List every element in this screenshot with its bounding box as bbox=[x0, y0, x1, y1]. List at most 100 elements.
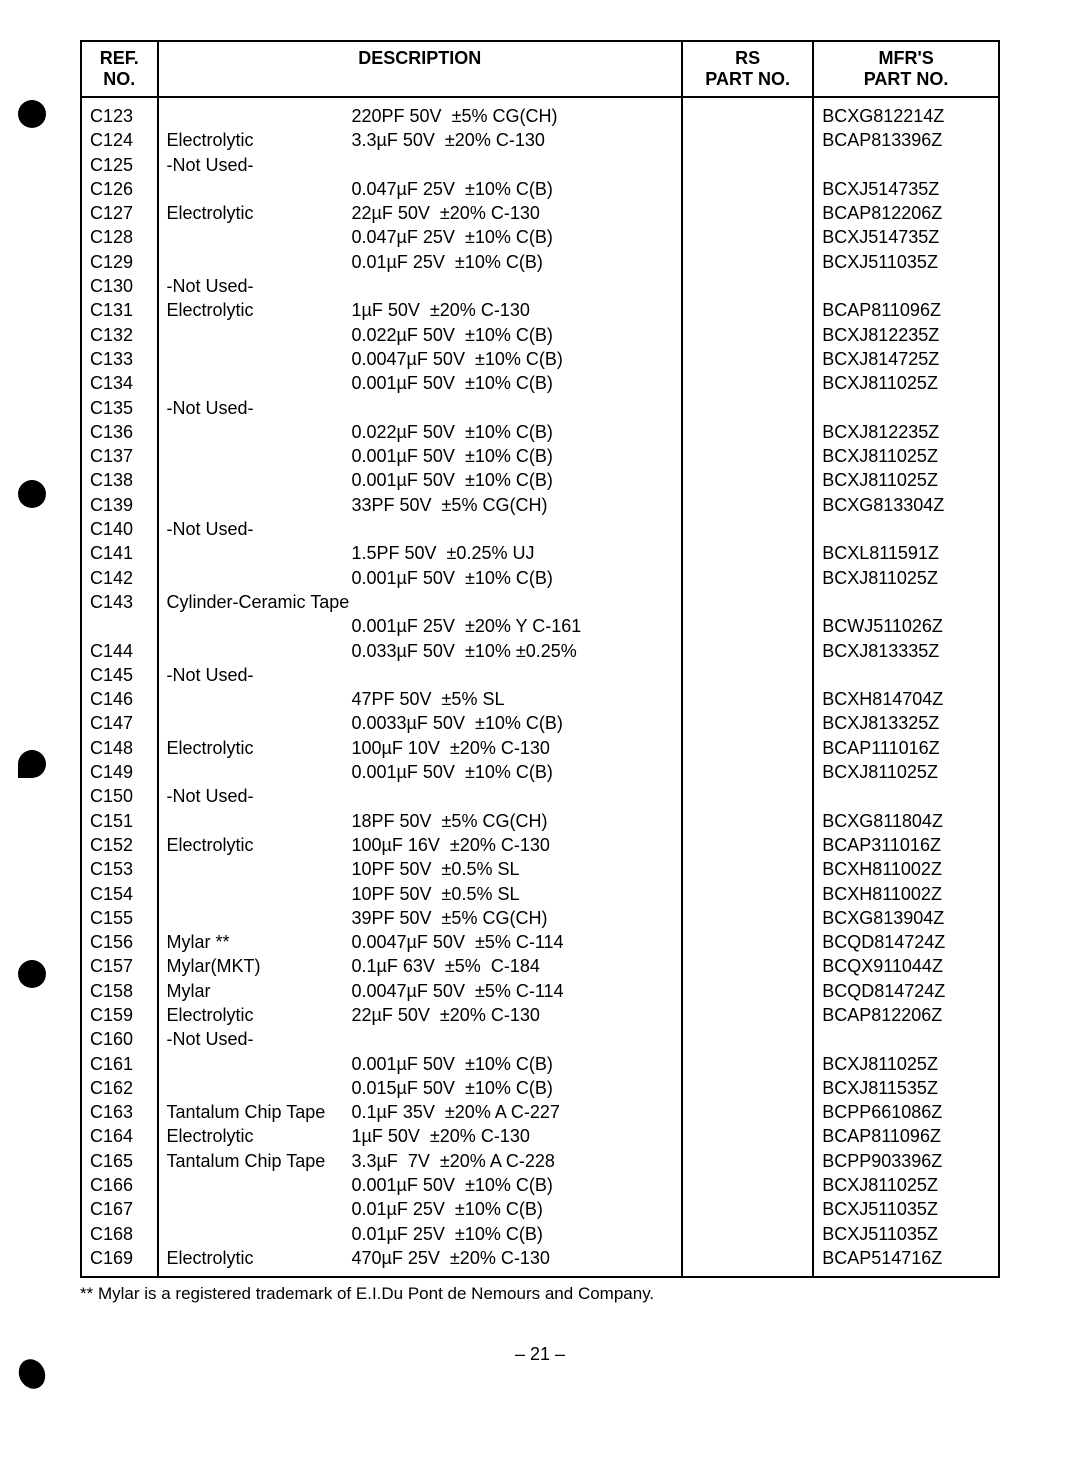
rs-part bbox=[691, 687, 804, 711]
mfr-part: BCAP811096Z bbox=[822, 1124, 990, 1148]
ref-no: C163 bbox=[90, 1100, 149, 1124]
mfr-part: BCWJ511026Z bbox=[822, 614, 990, 638]
description-row: -Not Used- bbox=[167, 396, 674, 420]
mfr-part: BCXJ813325Z bbox=[822, 711, 990, 735]
rs-part bbox=[691, 371, 804, 395]
mfr-part: BCXJ813335Z bbox=[822, 639, 990, 663]
page-number: – 21 – bbox=[60, 1344, 1020, 1365]
mfr-part: BCAP514716Z bbox=[822, 1246, 990, 1270]
description-row: 0.001µF 50V ±10% C(B) bbox=[167, 444, 674, 468]
mfr-part: BCAP311016Z bbox=[822, 833, 990, 857]
description-row: Electrolytic1µF 50V ±20% C-130 bbox=[167, 1124, 674, 1148]
ref-no: C148 bbox=[90, 736, 149, 760]
ref-no: C169 bbox=[90, 1246, 149, 1270]
ref-no: C142 bbox=[90, 566, 149, 590]
ref-no bbox=[90, 614, 149, 638]
mfr-part: BCXJ812235Z bbox=[822, 420, 990, 444]
header-rs: RS PART NO. bbox=[682, 41, 813, 97]
rs-part bbox=[691, 784, 804, 808]
mfr-part: BCQD814724Z bbox=[822, 930, 990, 954]
mfr-part bbox=[822, 663, 990, 687]
ref-no: C166 bbox=[90, 1173, 149, 1197]
rs-part bbox=[691, 1173, 804, 1197]
rs-part bbox=[691, 663, 804, 687]
mfr-part: BCXG813304Z bbox=[822, 493, 990, 517]
description-row: 1.5PF 50V ±0.25% UJ bbox=[167, 541, 674, 565]
ref-no: C135 bbox=[90, 396, 149, 420]
description-row: Mylar **0.0047µF 50V ±5% C-114 bbox=[167, 930, 674, 954]
mfr-part: BCXG812214Z bbox=[822, 104, 990, 128]
mfr-part bbox=[822, 590, 990, 614]
mfr-part: BCXH811002Z bbox=[822, 882, 990, 906]
mfr-part: BCXH814704Z bbox=[822, 687, 990, 711]
description-row: 0.001µF 25V ±20% Y C-161 bbox=[167, 614, 674, 638]
ref-no: C124 bbox=[90, 128, 149, 152]
description-row: -Not Used- bbox=[167, 1027, 674, 1051]
rs-part bbox=[691, 954, 804, 978]
description-row: -Not Used- bbox=[167, 784, 674, 808]
description-row: -Not Used- bbox=[167, 517, 674, 541]
description-row: 10PF 50V ±0.5% SL bbox=[167, 882, 674, 906]
rs-part bbox=[691, 1124, 804, 1148]
ref-no: C141 bbox=[90, 541, 149, 565]
rs-part bbox=[691, 857, 804, 881]
mfr-part: BCXJ811025Z bbox=[822, 760, 990, 784]
mfr-part bbox=[822, 1027, 990, 1051]
mfr-part: BCXH811002Z bbox=[822, 857, 990, 881]
ref-no: C137 bbox=[90, 444, 149, 468]
rs-part bbox=[691, 1100, 804, 1124]
mfr-part: BCXL811591Z bbox=[822, 541, 990, 565]
ref-no: C138 bbox=[90, 468, 149, 492]
mfr-part bbox=[822, 274, 990, 298]
description-row: 0.022µF 50V ±10% C(B) bbox=[167, 323, 674, 347]
rs-part bbox=[691, 711, 804, 735]
ref-no: C159 bbox=[90, 1003, 149, 1027]
description-row: Electrolytic100µF 10V ±20% C-130 bbox=[167, 736, 674, 760]
mfr-part bbox=[822, 153, 990, 177]
rs-part bbox=[691, 298, 804, 322]
rs-part bbox=[691, 1003, 804, 1027]
mfr-part: BCXJ514735Z bbox=[822, 177, 990, 201]
mfr-part: BCXJ814725Z bbox=[822, 347, 990, 371]
mfr-part: BCXJ811025Z bbox=[822, 468, 990, 492]
parts-table: REF. NO. DESCRIPTION RS PART NO. MFR'S P… bbox=[80, 40, 1000, 1278]
ref-no: C149 bbox=[90, 760, 149, 784]
ref-no: C157 bbox=[90, 954, 149, 978]
ref-no: C143 bbox=[90, 590, 149, 614]
mfr-part: BCAP813396Z bbox=[822, 128, 990, 152]
mfr-part: BCQD814724Z bbox=[822, 979, 990, 1003]
rs-part bbox=[691, 225, 804, 249]
ref-no: C154 bbox=[90, 882, 149, 906]
mfr-part: BCAP812206Z bbox=[822, 201, 990, 225]
rs-part bbox=[691, 493, 804, 517]
description-row: 0.001µF 50V ±10% C(B) bbox=[167, 468, 674, 492]
description-row: Electrolytic470µF 25V ±20% C-130 bbox=[167, 1246, 674, 1270]
ref-no: C130 bbox=[90, 274, 149, 298]
mfr-part: BCXG813904Z bbox=[822, 906, 990, 930]
rs-part bbox=[691, 250, 804, 274]
rs-part bbox=[691, 1197, 804, 1221]
description-row: 0.001µF 50V ±10% C(B) bbox=[167, 1052, 674, 1076]
ref-no: C126 bbox=[90, 177, 149, 201]
description-row: 0.047µF 25V ±10% C(B) bbox=[167, 177, 674, 201]
description-row: -Not Used- bbox=[167, 153, 674, 177]
description-row: Electrolytic100µF 16V ±20% C-130 bbox=[167, 833, 674, 857]
description-row: 18PF 50V ±5% CG(CH) bbox=[167, 809, 674, 833]
description-row: 0.0047µF 50V ±10% C(B) bbox=[167, 347, 674, 371]
ref-no: C136 bbox=[90, 420, 149, 444]
rs-part bbox=[691, 882, 804, 906]
mfr-part: BCXJ811025Z bbox=[822, 566, 990, 590]
header-ref: REF. NO. bbox=[81, 41, 158, 97]
rs-part bbox=[691, 444, 804, 468]
mfr-part: BCXJ811025Z bbox=[822, 1052, 990, 1076]
ref-no: C144 bbox=[90, 639, 149, 663]
description-row: 0.022µF 50V ±10% C(B) bbox=[167, 420, 674, 444]
ref-no: C132 bbox=[90, 323, 149, 347]
description-row: 10PF 50V ±0.5% SL bbox=[167, 857, 674, 881]
rs-part bbox=[691, 201, 804, 225]
header-desc: DESCRIPTION bbox=[158, 41, 683, 97]
mfr-part: BCXJ811535Z bbox=[822, 1076, 990, 1100]
ref-no: C134 bbox=[90, 371, 149, 395]
mfr-part: BCPP661086Z bbox=[822, 1100, 990, 1124]
rs-part bbox=[691, 396, 804, 420]
